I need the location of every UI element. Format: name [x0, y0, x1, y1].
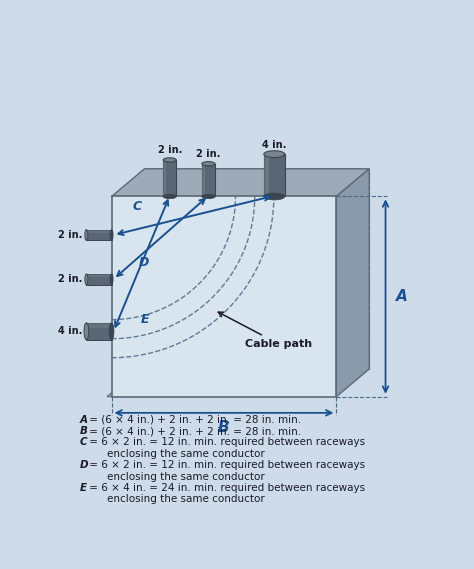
Text: C: C — [133, 200, 142, 213]
Polygon shape — [202, 164, 205, 196]
Polygon shape — [163, 160, 166, 196]
Text: = 6 × 2 in. = 12 in. min. required between raceways: = 6 × 2 in. = 12 in. min. required betwe… — [86, 460, 365, 470]
Polygon shape — [111, 169, 369, 196]
Ellipse shape — [110, 274, 113, 284]
Ellipse shape — [85, 274, 88, 284]
Polygon shape — [202, 164, 215, 196]
Ellipse shape — [85, 230, 88, 240]
Text: A: A — [396, 289, 408, 304]
Text: 4 in.: 4 in. — [58, 326, 82, 336]
Text: = (6 × 4 in.) + 2 in. + 2 in. = 28 in. min.: = (6 × 4 in.) + 2 in. + 2 in. = 28 in. m… — [86, 415, 301, 425]
Text: 4 in.: 4 in. — [262, 139, 286, 150]
Polygon shape — [86, 323, 111, 328]
Polygon shape — [111, 196, 337, 397]
Polygon shape — [86, 323, 111, 340]
Text: = (6 × 4 in.) + 2 in. + 2 in. = 28 in. min.: = (6 × 4 in.) + 2 in. + 2 in. = 28 in. m… — [86, 426, 301, 436]
Text: D: D — [80, 460, 88, 470]
Text: 2 in.: 2 in. — [157, 145, 182, 155]
Text: B: B — [218, 420, 230, 435]
Polygon shape — [337, 169, 369, 397]
Text: enclosing the same conductor: enclosing the same conductor — [107, 494, 264, 504]
Text: 2 in.: 2 in. — [58, 230, 82, 240]
Text: E: E — [80, 483, 87, 493]
Polygon shape — [264, 154, 285, 196]
Polygon shape — [264, 154, 269, 196]
Ellipse shape — [202, 162, 215, 166]
Polygon shape — [86, 274, 111, 284]
Ellipse shape — [84, 323, 89, 340]
Text: C: C — [80, 438, 87, 447]
Ellipse shape — [163, 195, 176, 199]
Text: = 6 × 4 in. = 24 in. min. required between raceways: = 6 × 4 in. = 24 in. min. required betwe… — [86, 483, 365, 493]
Polygon shape — [163, 160, 176, 196]
Polygon shape — [86, 230, 111, 233]
Ellipse shape — [109, 323, 114, 340]
Ellipse shape — [264, 151, 285, 158]
Text: A: A — [80, 415, 87, 425]
Text: enclosing the same conductor: enclosing the same conductor — [107, 472, 264, 481]
Text: D: D — [139, 256, 149, 269]
Text: 2 in.: 2 in. — [196, 149, 220, 159]
Text: enclosing the same conductor: enclosing the same conductor — [107, 449, 264, 459]
Text: = 6 × 2 in. = 12 in. min. required between raceways: = 6 × 2 in. = 12 in. min. required betwe… — [86, 438, 365, 447]
Polygon shape — [86, 230, 111, 240]
FancyBboxPatch shape — [55, 64, 430, 510]
Ellipse shape — [202, 195, 215, 199]
Polygon shape — [107, 369, 145, 397]
Ellipse shape — [110, 230, 113, 240]
Ellipse shape — [264, 193, 285, 200]
Text: Cable path: Cable path — [218, 312, 312, 349]
Text: 2 in.: 2 in. — [58, 274, 82, 284]
Text: B: B — [80, 426, 87, 436]
Polygon shape — [86, 274, 111, 277]
Ellipse shape — [163, 158, 176, 162]
Text: E: E — [141, 313, 149, 326]
